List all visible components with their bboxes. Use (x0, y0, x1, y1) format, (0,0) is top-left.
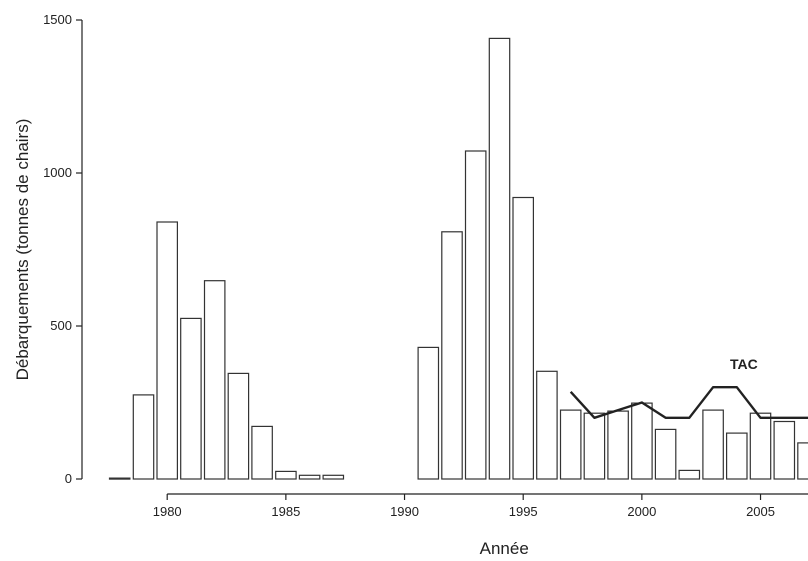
x-tick-label-2005: 2005 (746, 504, 775, 519)
bar-2001 (655, 429, 675, 479)
y-tick-label-1000: 1000 (43, 165, 72, 180)
bar-2002 (679, 470, 699, 479)
bar-1992 (442, 232, 462, 479)
bar-1985 (276, 471, 296, 479)
bar-1986 (299, 475, 319, 479)
x-tick-label-2000: 2000 (627, 504, 656, 519)
x-tick-label-1980: 1980 (153, 504, 182, 519)
bar-1995 (513, 198, 533, 480)
y-tick-label-1500: 1500 (43, 12, 72, 27)
bar-1980 (157, 222, 177, 479)
x-tick-label-1995: 1995 (509, 504, 538, 519)
bar-1983 (228, 373, 248, 479)
bar-1996 (537, 371, 557, 479)
bar-1997 (561, 410, 581, 479)
bar-1981 (181, 318, 201, 479)
x-tick-label-1990: 1990 (390, 504, 419, 519)
bar-2006 (774, 422, 794, 480)
bar-2000 (632, 403, 652, 479)
bar-1994 (489, 38, 509, 479)
bar-1991 (418, 347, 438, 479)
bar-1982 (205, 281, 225, 479)
bar-1984 (252, 426, 272, 479)
bar-2004 (727, 433, 747, 479)
tac-label: TAC (730, 356, 758, 372)
y-axis-title: Débarquements (tonnes de chairs) (13, 119, 32, 381)
y-tick-label-500: 500 (50, 318, 72, 333)
bar-1987 (323, 475, 343, 479)
bar-1998 (584, 413, 604, 479)
bar-1993 (466, 151, 486, 479)
bar-2003 (703, 410, 723, 479)
bar-2005 (750, 413, 770, 479)
tac-line-group (571, 387, 808, 418)
x-tick-label-1985: 1985 (271, 504, 300, 519)
bar-1978 (110, 478, 130, 479)
x-axis-title: Année (480, 539, 529, 556)
bars (110, 38, 808, 479)
y-tick-label-0: 0 (65, 471, 72, 486)
bar-1999 (608, 411, 628, 479)
bar-1979 (133, 395, 153, 479)
bar-2007 (798, 443, 808, 479)
tac-line (571, 387, 808, 418)
